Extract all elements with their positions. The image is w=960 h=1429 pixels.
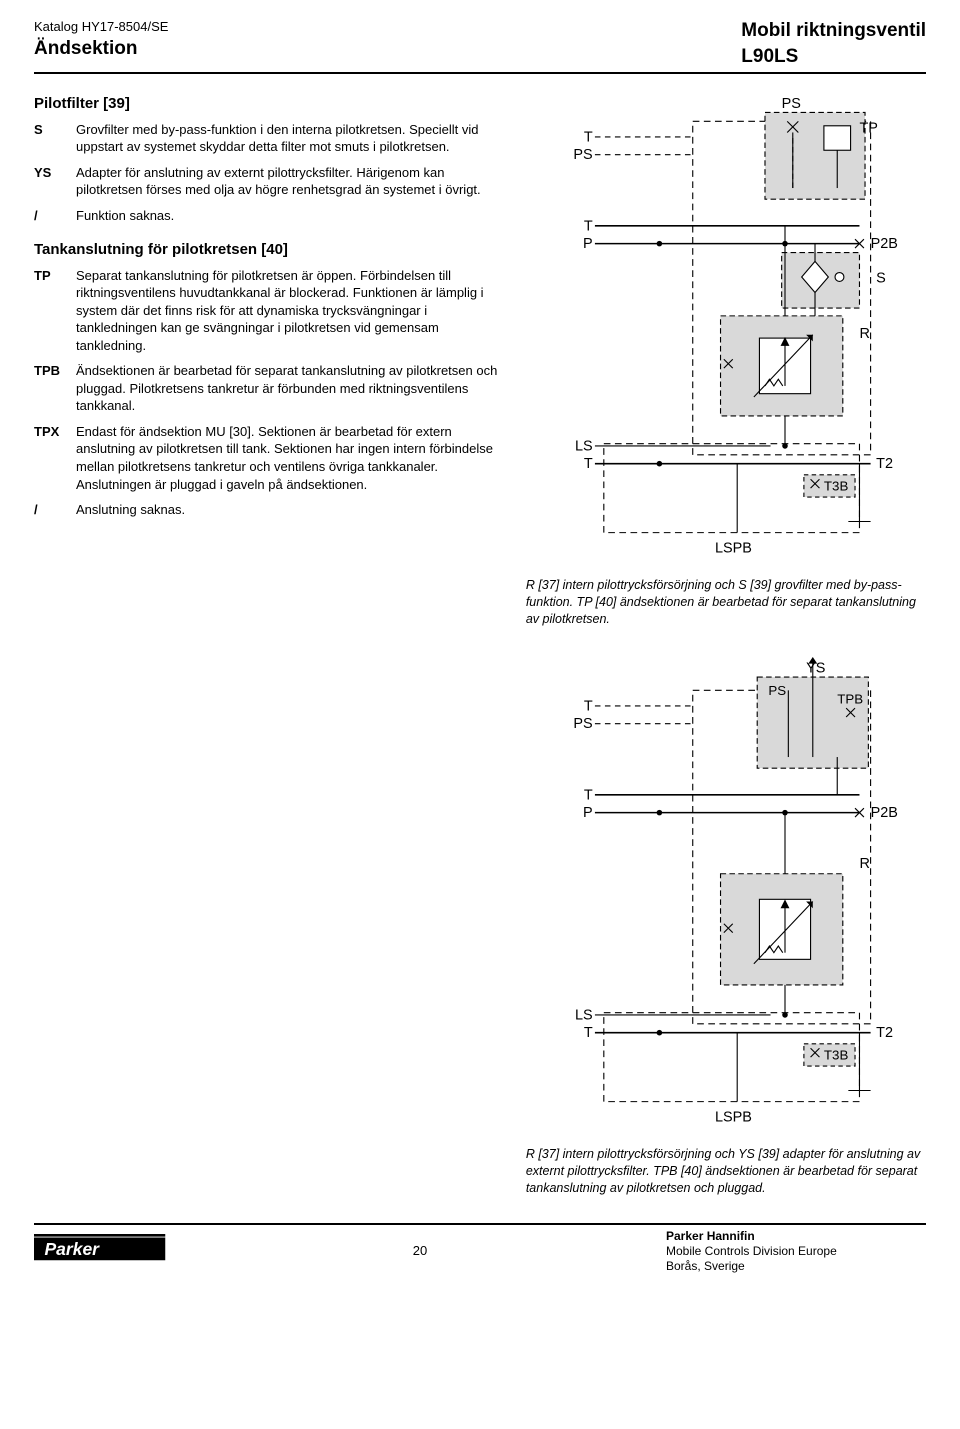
label-lspb: LSPB xyxy=(715,541,752,557)
def-text: Funktion saknas. xyxy=(76,207,498,225)
page-footer: Parker 20 Parker Hannifin Mobile Control… xyxy=(34,1225,926,1274)
def-text: Ändsektionen är bearbetad för separat ta… xyxy=(76,362,498,415)
label-t1: T xyxy=(584,130,593,146)
def-text: Separat tankanslutning för pilotkretsen … xyxy=(76,267,498,355)
label-ls2: LS xyxy=(575,1008,593,1024)
def-row: TP Separat tankanslutning för pilotkrets… xyxy=(34,267,498,355)
label-r: R xyxy=(859,326,869,342)
def-text: Adapter för anslutning av externt pilott… xyxy=(76,164,498,199)
pilotfilter-heading: Pilotfilter [39] xyxy=(34,94,498,114)
label-r2: R xyxy=(859,857,869,873)
def-row: S Grovfilter med by-pass-funktion i den … xyxy=(34,121,498,156)
product-title: Mobil riktningsventil xyxy=(741,18,926,44)
def-key-slash: / xyxy=(34,207,76,225)
parker-logo: Parker xyxy=(34,1234,174,1268)
section-title: Ändsektion xyxy=(34,36,168,62)
label-pb: P xyxy=(583,805,593,821)
label-t3b2: T3B xyxy=(824,1048,849,1063)
label-ps-top: PS xyxy=(781,96,800,112)
label-t3b: T3B xyxy=(824,479,849,494)
label-ps-top2: PS xyxy=(768,683,786,698)
label-t3-2: T xyxy=(584,1026,593,1042)
diagram1-caption: R [37] intern pilottrycksförsörjning och… xyxy=(526,577,926,628)
label-t2r: T2 xyxy=(876,456,893,472)
def-row: TPX Endast för ändsektion MU [30]. Sekti… xyxy=(34,423,498,493)
def-key-tpx: TPX xyxy=(34,423,76,493)
product-code: L90LS xyxy=(741,44,798,70)
label-t2: T xyxy=(584,219,593,235)
footer-division: Mobile Controls Division Europe xyxy=(666,1244,926,1259)
def-key-s: S xyxy=(34,121,76,156)
svg-text:Parker: Parker xyxy=(45,1239,101,1259)
label-tp: TP xyxy=(859,121,877,137)
page-number: 20 xyxy=(174,1242,666,1260)
hydraulic-diagram-1: PS TP T PS T P P2B xyxy=(526,88,926,627)
label-ps-left: PS xyxy=(573,147,592,163)
label-ps-left2: PS xyxy=(573,717,592,733)
label-p: P xyxy=(583,236,593,252)
footer-company: Parker Hannifin xyxy=(666,1229,926,1244)
tankanslutning-heading: Tankanslutning för pilotkretsen [40] xyxy=(34,240,498,260)
catalog-id: Katalog HY17-8504/SE xyxy=(34,18,168,36)
def-key-tpb: TPB xyxy=(34,362,76,415)
hydraulic-diagram-2: YS PS TPB T PS T xyxy=(526,657,926,1196)
def-key-ys: YS xyxy=(34,164,76,199)
label-t1b: T xyxy=(584,699,593,715)
label-p2b: P2B xyxy=(870,236,897,252)
label-lspb2: LSPB xyxy=(715,1110,752,1126)
def-text: Anslutning saknas. xyxy=(76,501,498,519)
footer-location: Borås, Sverige xyxy=(666,1259,926,1274)
def-row: / Funktion saknas. xyxy=(34,207,498,225)
label-t2b: T xyxy=(584,788,593,804)
label-tpb: TPB xyxy=(837,692,863,707)
label-s: S xyxy=(876,271,886,287)
page-header: Katalog HY17-8504/SE Ändsektion Mobil ri… xyxy=(34,18,926,74)
label-t2r2: T2 xyxy=(876,1026,893,1042)
def-key-slash2: / xyxy=(34,501,76,519)
def-key-tp: TP xyxy=(34,267,76,355)
diagram2-caption: R [37] intern pilottrycksförsörjning och… xyxy=(526,1146,926,1197)
def-row: TPB Ändsektionen är bearbetad för separa… xyxy=(34,362,498,415)
label-t3: T xyxy=(584,456,593,472)
def-row: / Anslutning saknas. xyxy=(34,501,498,519)
def-text: Endast för ändsektion MU [30]. Sektionen… xyxy=(76,423,498,493)
label-ls: LS xyxy=(575,439,593,455)
def-text: Grovfilter med by-pass-funktion i den in… xyxy=(76,121,498,156)
def-row: YS Adapter för anslutning av externt pil… xyxy=(34,164,498,199)
label-p2b-2: P2B xyxy=(870,805,897,821)
